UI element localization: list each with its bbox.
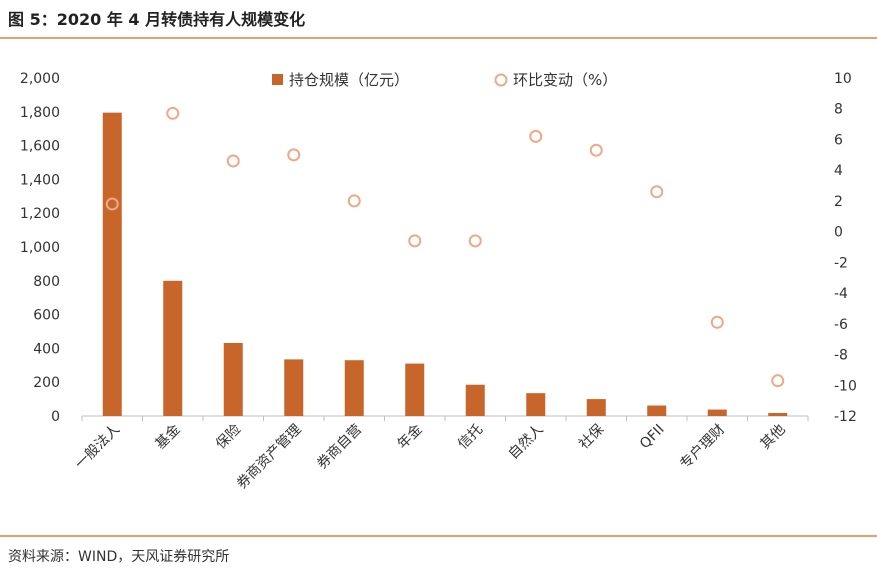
bar-社保 bbox=[586, 399, 606, 416]
legend-bar-swatch bbox=[272, 74, 283, 85]
point-自然人 bbox=[529, 129, 543, 143]
bar-基金 bbox=[163, 280, 183, 416]
y-left-tick-label: 400 bbox=[33, 341, 60, 357]
bar-series bbox=[102, 112, 788, 417]
x-category-label: 一般法人 bbox=[72, 422, 123, 473]
legend-point-label: 环比变动（%） bbox=[513, 71, 617, 89]
legend: 持仓规模（亿元） 环比变动（%） bbox=[272, 71, 617, 89]
x-category-label: 自然人 bbox=[505, 421, 547, 463]
x-category-label: 基金 bbox=[152, 421, 184, 453]
y-left-tick-label: 800 bbox=[33, 274, 60, 290]
y-left-tick-label: 0 bbox=[51, 409, 60, 425]
y-right-tick-label: 0 bbox=[834, 225, 843, 241]
y-right-tick-label: -12 bbox=[834, 409, 857, 425]
point-年金 bbox=[408, 234, 422, 248]
point-信托 bbox=[468, 234, 482, 248]
x-category-label: 券商自营 bbox=[314, 422, 365, 473]
point-券商资产管理 bbox=[287, 148, 301, 162]
y-right-tick-label: -2 bbox=[834, 255, 848, 271]
source-note: 资料来源：WIND，天风证券研究所 bbox=[8, 549, 230, 565]
x-category-label: 其他 bbox=[757, 422, 788, 453]
y-right-tick-label: 10 bbox=[834, 71, 852, 87]
point-基金 bbox=[166, 106, 180, 120]
x-category-label: 信托 bbox=[455, 422, 486, 453]
y-left-tick-label: 1,800 bbox=[20, 105, 60, 121]
point-QFII bbox=[650, 185, 664, 199]
bar-保险 bbox=[223, 342, 243, 416]
legend-bar-label: 持仓规模（亿元） bbox=[289, 71, 409, 89]
y-right-tick-label: 4 bbox=[834, 163, 843, 179]
point-其他 bbox=[771, 374, 785, 388]
x-category-label: QFII bbox=[637, 422, 668, 453]
point-专户理财 bbox=[710, 315, 724, 329]
y-left-tick-label: 2,000 bbox=[20, 71, 60, 87]
legend-point-swatch bbox=[494, 73, 508, 87]
title-divider bbox=[0, 37, 877, 39]
bar-券商自营 bbox=[344, 360, 364, 416]
chart-title: 图 5：2020 年 4 月转债持有人规模变化 bbox=[8, 10, 306, 29]
y-left-tick-label: 200 bbox=[33, 375, 60, 391]
y-left-tick-label: 1,600 bbox=[20, 139, 60, 155]
point-一般法人 bbox=[105, 197, 119, 211]
axes: 0 200 400 600 800 1,000 1,200 1,400 1,600 1,800 2,… bbox=[20, 71, 857, 492]
bar-信托 bbox=[465, 384, 485, 416]
chart: 0 200 400 600 800 1,000 1,200 1,400 1,600 1,800 2,… bbox=[20, 71, 857, 492]
point-保险 bbox=[226, 154, 240, 168]
bar-QFII bbox=[647, 405, 667, 416]
y-left-tick-label: 600 bbox=[33, 308, 60, 324]
bar-专户理财 bbox=[707, 409, 727, 416]
y-left-tick-label: 1,200 bbox=[20, 206, 60, 222]
x-category-label: 年金 bbox=[394, 422, 425, 453]
y-right-tick-label: -8 bbox=[834, 348, 848, 364]
x-category-label: 专户理财 bbox=[676, 421, 728, 473]
y-right-tick-label: -4 bbox=[834, 286, 848, 302]
bar-自然人 bbox=[526, 393, 546, 416]
bar-券商资产管理 bbox=[284, 359, 304, 416]
y-left-tick-label: 1,000 bbox=[20, 240, 60, 256]
y-right-tick-label: -6 bbox=[834, 317, 848, 333]
x-category-label: 社保 bbox=[576, 422, 607, 453]
bar-一般法人 bbox=[102, 112, 122, 417]
y-right-tick-label: -10 bbox=[834, 378, 857, 394]
y-right-tick-label: 8 bbox=[834, 102, 843, 118]
point-社保 bbox=[589, 143, 603, 157]
point-券商自营 bbox=[347, 194, 361, 208]
scatter-series bbox=[105, 106, 785, 388]
bar-其他 bbox=[768, 412, 788, 416]
y-right-tick-label: 6 bbox=[834, 132, 843, 148]
y-right-tick-label: 2 bbox=[834, 194, 843, 210]
footer-divider bbox=[0, 535, 877, 537]
bar-年金 bbox=[405, 363, 425, 416]
x-category-label: 保险 bbox=[213, 422, 244, 453]
x-category-label: 券商资产管理 bbox=[234, 422, 305, 493]
y-left-tick-label: 1,400 bbox=[20, 172, 60, 188]
